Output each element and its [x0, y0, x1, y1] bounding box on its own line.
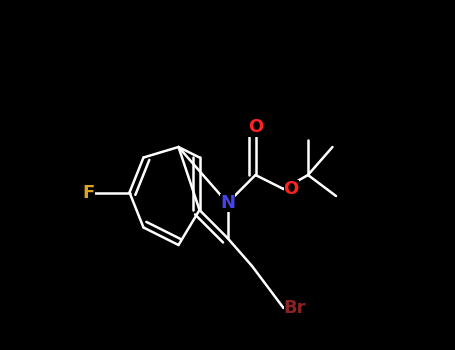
Text: O: O: [283, 180, 299, 198]
Text: Br: Br: [283, 299, 306, 317]
Text: O: O: [248, 119, 263, 136]
Text: N: N: [220, 194, 235, 212]
Text: F: F: [82, 183, 95, 202]
